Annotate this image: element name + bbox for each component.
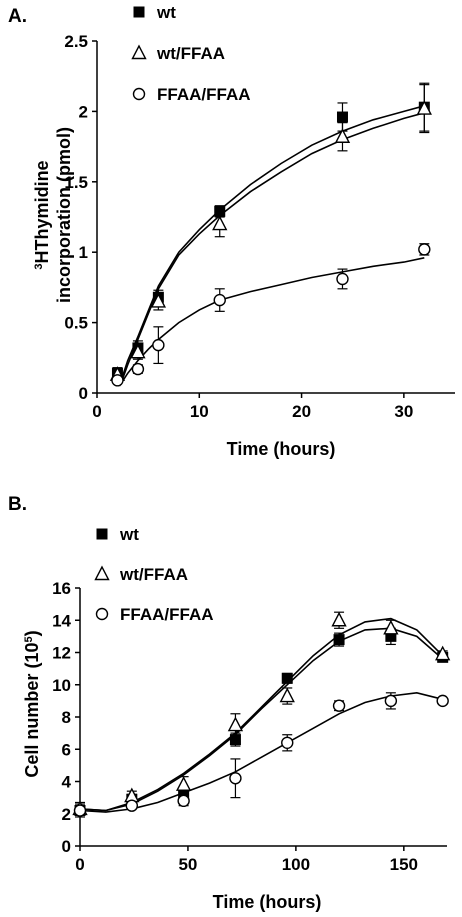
panel-b-y-tick-label: 8 — [62, 708, 71, 727]
panel-b-y-tick-label: 10 — [52, 676, 71, 695]
panel-a-series-1-point — [336, 111, 348, 123]
panel-b-series-3-point — [281, 736, 294, 749]
panel-b-series-1-point — [178, 788, 190, 800]
panel-a-label: A. — [8, 6, 27, 27]
panel-b-series-2-point — [331, 611, 347, 627]
panel-b-y-tick-label: 2 — [62, 805, 71, 824]
panel-a-fit-curve-2 — [121, 112, 425, 380]
panel-a-series-3-point — [111, 374, 124, 387]
panel-a-legend-label-2: wt/FFAA — [156, 44, 225, 63]
panel-b-series-3-point — [229, 772, 242, 785]
panel-b-y-tick-label: 0 — [62, 837, 71, 856]
panel-a-y-tick-label: 0 — [79, 384, 88, 403]
panel-a-series-2-point — [212, 215, 228, 231]
panel-b-data-points — [72, 611, 451, 818]
panel-b-series-3-point — [125, 799, 139, 812]
panel-a-y-tick-label: 2 — [79, 102, 88, 121]
panel-b-x-tick-label: 100 — [282, 855, 310, 874]
panel-a-legend: wt wt/FFAA FFAA/FFAA — [131, 3, 251, 104]
panel-a-fit-curves — [118, 105, 425, 387]
panel-a-legend-label-1: wt — [156, 3, 176, 22]
panel-a-x-tick-label: 30 — [394, 402, 413, 421]
panel-b-series-3-point — [332, 699, 346, 712]
panel-a-y-axis-title-line1: 3HThymidine — [32, 160, 52, 269]
panel-b-legend-label-2: wt/FFAA — [119, 565, 188, 584]
panel-b-x-tick-label: 50 — [178, 855, 197, 874]
panel-a-series-2-point — [130, 343, 146, 359]
panel-a-x-tick-label: 0 — [92, 402, 101, 421]
panel-b-y-axis-title: Cell number (105) — [22, 630, 42, 777]
panel-a-y-tick-label: 1.5 — [64, 173, 88, 192]
panel-b-legend-label-3: FFAA/FFAA — [120, 605, 214, 624]
panel-b-fit-curves — [79, 617, 444, 813]
panel-a-series-3-point — [418, 243, 431, 256]
panel-b-series-3-point — [384, 694, 398, 708]
panel-a-axes: 0 0.5 1 1.5 2 2.5 0 10 20 30 — [64, 32, 455, 421]
panel-b-axes: 0 2 4 6 8 10 12 14 16 0 50 100 150 — [52, 579, 447, 874]
panel-a-series-3-point — [152, 338, 165, 352]
panel-a-series-2-point — [150, 292, 167, 308]
panel-b-x-tick-label: 150 — [390, 855, 418, 874]
panel-b-series-1-point — [281, 672, 293, 684]
panel-b-series-1-point — [333, 634, 345, 646]
panel-b-legend-marker-1 — [96, 528, 108, 540]
panel-b-legend-marker-3 — [95, 607, 109, 621]
panel-b-series-2-point — [227, 716, 244, 732]
panel-b-label: B. — [8, 494, 27, 515]
panel-b-series-2-point — [175, 776, 192, 791]
panel-a-y-axis-title-line2: incorporation (pmol) — [54, 127, 74, 303]
panel-b-series-2-point — [383, 619, 399, 635]
panel-a-y-tick-label: 0.5 — [64, 314, 88, 333]
panel-a-data-points — [109, 82, 432, 387]
panel-b-series-3-point — [73, 804, 87, 817]
panel-a-fit-curve-1 — [121, 105, 425, 377]
panel-b-legend-label-1: wt — [119, 525, 139, 544]
panel-b-series-1-point — [229, 734, 241, 746]
panel-a-series-2-point — [416, 100, 432, 115]
panel-a-series-2-point — [334, 128, 351, 143]
panel-b-fit-curve-3 — [79, 691, 443, 813]
panel-b-series-2-point — [279, 687, 295, 703]
panel-a-x-axis-title: Time (hours) — [227, 439, 336, 459]
panel-b-series-2-point — [435, 645, 451, 661]
panel-a-legend-label-3: FFAA/FFAA — [157, 85, 251, 104]
panel-b-series-3-point — [177, 794, 190, 808]
panel-a: A. 3HThymidine incorporation (pmol) Time… — [8, 3, 455, 459]
panel-b: B. Cell number (105) Time (hours) 0 2 4 6 8 1… — [8, 494, 451, 912]
panel-b-legend-marker-2 — [94, 565, 110, 581]
panel-a-legend-marker-3 — [132, 87, 146, 101]
panel-b-y-tick-label: 6 — [62, 740, 71, 759]
panel-a-y-tick-label: 2.5 — [64, 32, 88, 51]
panel-b-series-3-point — [436, 694, 449, 708]
panel-b-fit-curve-1 — [79, 617, 444, 812]
panel-b-x-tick-label: 0 — [75, 855, 84, 874]
panel-a-x-tick-label: 10 — [190, 402, 209, 421]
panel-b-y-tick-label: 4 — [62, 773, 72, 792]
panel-a-legend-marker-2 — [131, 44, 147, 60]
panel-a-y-axis-title: 3HThymidine incorporation (pmol) — [32, 127, 74, 303]
panel-b-y-tick-label: 16 — [52, 579, 71, 598]
panel-a-series-3-point — [213, 293, 226, 307]
panel-a-series-3-point — [131, 362, 145, 376]
panel-a-legend-marker-1 — [133, 6, 145, 18]
panel-a-series-3-point — [336, 272, 349, 286]
panel-b-x-axis-title: Time (hours) — [213, 892, 322, 912]
panel-a-x-tick-label: 20 — [292, 402, 311, 421]
panel-b-fit-curve-2 — [79, 627, 444, 812]
panel-b-y-tick-label: 14 — [52, 611, 71, 630]
panel-b-y-tick-label: 12 — [52, 644, 71, 663]
panel-a-y-tick-label: 1 — [79, 243, 88, 262]
panel-b-legend: wt wt/FFAA FFAA/FFAA — [94, 525, 214, 624]
